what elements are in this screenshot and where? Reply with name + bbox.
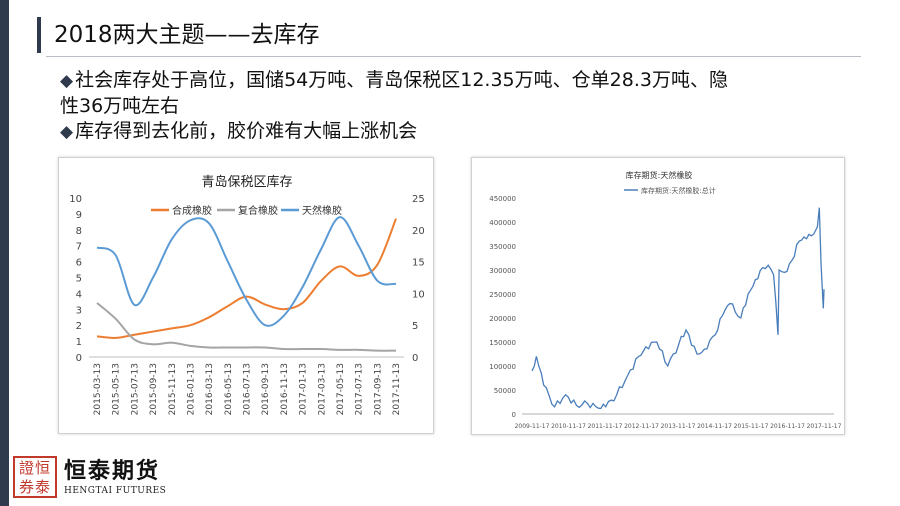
chart1-x-tick-label: 2017-01-13: [299, 363, 309, 415]
chart1-right-tick-label: 0: [412, 353, 418, 364]
chart1-left-tick-label: 6: [76, 258, 82, 269]
diamond-bullet-icon: ◆: [60, 71, 74, 91]
chart2-x-tick-label: 2016-11-17: [770, 423, 805, 430]
chart2-title: 库存期货:天然橡胶: [626, 170, 693, 180]
chart1-series-line: [96, 218, 397, 339]
chart1-x-tick-label: 2017-05-13: [336, 363, 346, 415]
chart2-x-tick-label: 2012-11-17: [624, 423, 659, 430]
title-accent-bar: [37, 17, 41, 53]
diamond-bullet-icon: ◆: [60, 122, 74, 142]
chart1-x-tick-label: 2017-03-13: [317, 363, 327, 415]
chart2-x-tick-label: 2011-11-17: [588, 423, 623, 430]
chart2-x-tick-label: 2013-11-17: [661, 423, 696, 430]
company-name-english: HENGTAI FUTURES: [64, 486, 167, 496]
bullet-line-2: 性36万吨左右: [60, 94, 870, 119]
chart1-left-tick-label: 7: [76, 242, 82, 253]
chart1-left-tick-label: 8: [76, 226, 82, 237]
chart2-legend-label: 库存期货:天然橡胶:总计: [641, 186, 716, 195]
chart2-x-tick-label: 2009-11-17: [515, 423, 550, 430]
bullet-line-3: ◆ 库存得到去化前，胶价难有大幅上涨机会: [60, 119, 870, 145]
chart1-x-tick-label: 2015-03-13: [93, 363, 103, 415]
qingdao-bonded-inventory-chart: 青岛保税区库存 0 1 2 3 4 5 6 7 8 9 10 0 5 10 15 20 25 2015-03-13 2…: [58, 157, 434, 434]
chart1-left-tick-label: 2: [76, 321, 82, 332]
chart1-right-tick-label: 20: [412, 226, 425, 237]
chart1-left-tick-label: 10: [69, 194, 82, 205]
chart1-series-line: [96, 216, 397, 327]
chart1-legend-label: 复合橡胶: [238, 204, 278, 217]
chart1-right-tick-label: 5: [412, 321, 418, 332]
chart1-left-tick-label: 5: [76, 274, 82, 285]
chart2-x-tick-label: 2014-11-17: [697, 423, 732, 430]
chart2-y-tick-label: 150000: [489, 339, 516, 347]
chart1-x-tick-label: 2015-11-13: [168, 363, 178, 415]
chart2-y-tick-label: 350000: [489, 243, 516, 251]
chart1-x-tick-label: 2016-05-13: [224, 363, 234, 415]
chart1-x-tick-label: 2015-07-13: [130, 363, 140, 415]
bullet-text-1: 社会库存处于高位，国储54万吨、青岛保税区12.35万吨、仓单28.3万吨、隐: [75, 69, 728, 91]
chart2-x-tick-label: 2010-11-17: [551, 423, 586, 430]
company-logo-text: 恒泰期货 HENGTAI FUTURES: [64, 459, 166, 497]
slide-title: 2018两大主题——去库存: [54, 22, 320, 48]
chart2-y-tick-label: 50000: [494, 387, 516, 395]
chart1-series-line: [96, 302, 397, 352]
title-divider: [46, 56, 861, 57]
chart1-x-tick-label: 2016-11-13: [280, 363, 290, 415]
bullet-text-3: 库存得到去化前，胶价难有大幅上涨机会: [75, 120, 418, 142]
chart1-svg: 青岛保税区库存 0 1 2 3 4 5 6 7 8 9 10 0 5 10 15 20 25 2015-03-13 2…: [69, 174, 425, 415]
chart1-right-tick-label: 10: [412, 289, 425, 300]
chart1-legend-label: 合成橡胶: [172, 204, 212, 217]
chart2-y-tick-label: 300000: [489, 267, 516, 275]
chart2-x-tick-label: 2017-11-17: [807, 423, 842, 430]
chart1-x-tick-label: 2017-07-13: [355, 363, 365, 415]
chart1-x-tick-label: 2017-11-13: [392, 363, 402, 415]
chart1-right-tick-label: 25: [412, 194, 425, 205]
chart1-x-tick-label: 2016-07-13: [243, 363, 253, 415]
bullet-list: ◆ 社会库存处于高位，国储54万吨、青岛保税区12.35万吨、仓单28.3万吨、隐…: [60, 68, 870, 145]
left-accent-bar: [0, 0, 9, 506]
chart1-left-tick-label: 0: [76, 353, 82, 364]
futures-inventory-chart: 库存期货:天然橡胶库存期货:天然橡胶:总计 0 50000 100000 150000 2…: [471, 157, 845, 435]
chart2-x-tick-label: 2015-11-17: [734, 423, 769, 430]
chart1-x-tick-label: 2016-03-13: [205, 363, 215, 415]
chart1-left-tick-label: 9: [76, 210, 82, 221]
bullet-text-2: 性36万吨左右: [60, 95, 180, 117]
chart1-x-tick-label: 2016-01-13: [186, 363, 196, 415]
chart1-left-tick-label: 3: [76, 305, 82, 316]
chart1-right-tick-label: 15: [412, 258, 425, 269]
chart2-y-tick-label: 100000: [489, 363, 516, 371]
chart2-y-tick-label: 250000: [489, 291, 516, 299]
chart1-left-tick-label: 4: [76, 289, 82, 300]
chart2-y-tick-label: 450000: [489, 195, 516, 203]
chart1-legend-label: 天然橡胶: [302, 204, 342, 217]
chart1-x-tick-label: 2016-09-13: [261, 363, 271, 415]
chart1-title: 青岛保税区库存: [201, 174, 292, 190]
chart2-series-line: [531, 207, 825, 410]
chart1-left-tick-label: 1: [76, 337, 82, 348]
bullet-line-1: ◆ 社会库存处于高位，国储54万吨、青岛保税区12.35万吨、仓单28.3万吨、隐: [60, 68, 870, 94]
company-seal-logo: 證恒 券泰: [13, 456, 57, 498]
chart2-y-tick-label: 400000: [489, 219, 516, 227]
chart1-x-tick-label: 2015-09-13: [149, 363, 159, 415]
chart1-x-tick-label: 2015-05-13: [112, 363, 122, 415]
chart2-y-tick-label: 0: [512, 411, 516, 419]
company-name: 恒泰期货: [64, 459, 161, 484]
chart1-x-tick-label: 2017-09-13: [373, 363, 383, 415]
chart2-y-tick-label: 200000: [489, 315, 516, 323]
